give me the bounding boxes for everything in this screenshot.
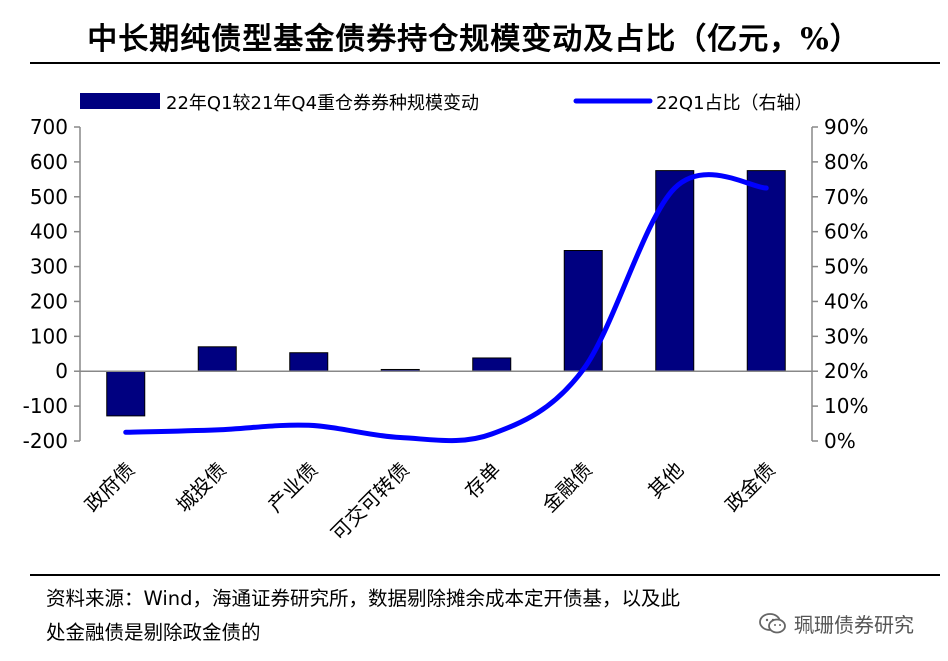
legend-line-label: 22Q1占比（右轴）	[656, 93, 813, 114]
legend: 22年Q1较21年Q4重仓券券种规模变动 22Q1占比（右轴）	[80, 93, 813, 114]
x-tick-label: 政金债	[720, 458, 779, 517]
x-tick-label: 产业债	[263, 458, 322, 517]
y-right-tick-label: 10%	[824, 394, 868, 418]
y-left-tick-label: 600	[30, 150, 68, 174]
footer-divider	[30, 574, 940, 576]
y-right-tick-label: 50%	[824, 255, 868, 279]
y-left-tick-label: 300	[30, 255, 68, 279]
chart-title: 中长期纯债型基金债券持仓规模变动及占比（亿元，%）	[87, 22, 861, 57]
y-left-tick-label: 100	[30, 324, 68, 348]
y-left-tick-label: 500	[30, 185, 68, 209]
y-right-tick-label: 0%	[824, 429, 856, 453]
y-right-tick-label: 30%	[824, 324, 868, 348]
bar	[563, 250, 603, 372]
y-left-tick-label: -200	[23, 429, 68, 453]
bar	[472, 357, 512, 372]
y-left-tick-label: 0	[55, 359, 68, 383]
x-tick-label: 城投债	[171, 458, 230, 517]
bar	[289, 352, 329, 372]
x-tick-label: 存单	[460, 458, 505, 503]
bar	[746, 170, 786, 372]
y-right-tick-label: 60%	[824, 220, 868, 244]
y-left-tick-label: 400	[30, 220, 68, 244]
line-series	[123, 172, 769, 444]
y-left-tick-label: 200	[30, 289, 68, 313]
bar	[106, 370, 146, 417]
bar	[655, 170, 695, 372]
watermark: 珮珊债券研究	[758, 609, 914, 638]
source-note: 资料来源：Wind，海通证券研究所，数据剔除摊余成本定开债基，以及此 处金融债是…	[46, 582, 766, 650]
legend-bar-label: 22年Q1较21年Q4重仓券券种规模变动	[166, 93, 479, 114]
y-right-tick-label: 20%	[824, 359, 868, 383]
y-right-tick-label: 40%	[824, 289, 868, 313]
source-line-2: 处金融债是剔除政金债的	[46, 621, 261, 644]
x-tick-label: 可交可转债	[326, 458, 414, 546]
y-right-tick-label: 90%	[824, 115, 868, 139]
combo-chart: 22年Q1较21年Q4重仓券券种规模变动 22Q1占比（右轴） 700 600 50…	[23, 93, 869, 545]
wechat-icon	[759, 612, 786, 633]
legend-bar-swatch	[80, 93, 160, 109]
y-left-tick-label: -100	[23, 394, 68, 418]
y-left-tick-label: 700	[30, 115, 68, 139]
x-tick-label: 其他	[643, 458, 688, 503]
y-right-tick-label: 80%	[824, 150, 868, 174]
source-line-1: 资料来源：Wind，海通证券研究所，数据剔除摊余成本定开债基，以及此	[46, 587, 681, 610]
title-divider	[30, 62, 940, 64]
bar	[197, 346, 237, 372]
plot: 700 600 500 400 300 200 100 0 -100 -200 90% 80% 70% 6…	[23, 115, 869, 545]
x-tick-label: 金融债	[537, 458, 596, 517]
y-right-tick-label: 70%	[824, 185, 868, 209]
watermark-label: 珮珊债券研究	[794, 613, 914, 637]
x-tick-label: 政府债	[80, 458, 139, 517]
